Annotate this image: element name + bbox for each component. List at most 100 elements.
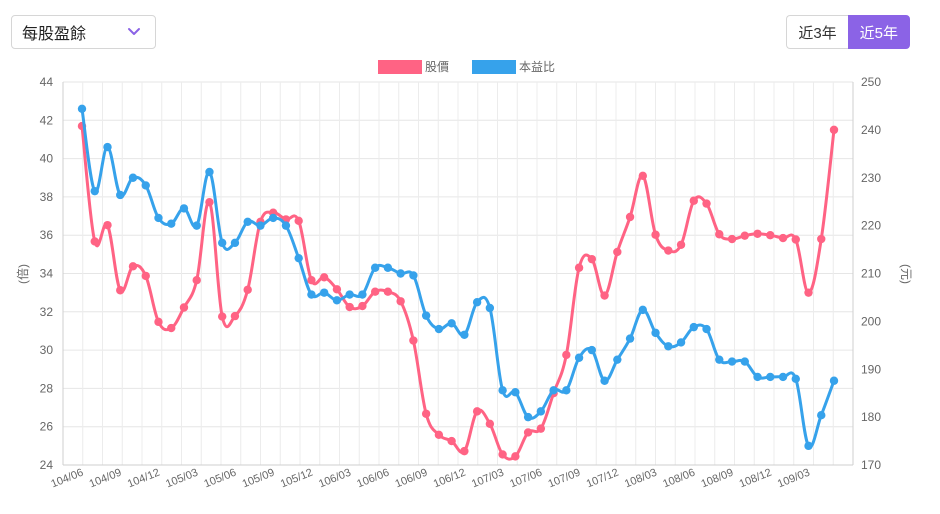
data-point-pe bbox=[294, 253, 303, 263]
data-point-price bbox=[727, 234, 737, 244]
right-tick-label: 250 bbox=[861, 75, 881, 89]
data-point-price bbox=[511, 452, 520, 461]
x-tick-label: 109/03 bbox=[776, 467, 812, 491]
data-point-pe bbox=[549, 386, 558, 395]
data-point-price bbox=[128, 262, 138, 271]
data-point-pe bbox=[511, 388, 520, 397]
right-tick-label: 220 bbox=[861, 219, 881, 233]
data-point-pe bbox=[268, 213, 278, 223]
data-point-pe bbox=[383, 263, 393, 272]
data-point-pe bbox=[256, 221, 265, 230]
data-point-price bbox=[766, 231, 775, 240]
right-tick-label: 180 bbox=[861, 410, 881, 424]
data-point-price bbox=[103, 220, 112, 230]
data-point-pe bbox=[766, 372, 775, 382]
data-point-pe bbox=[715, 355, 724, 364]
legend-label-pe: 本益比 bbox=[519, 60, 555, 74]
data-point-pe bbox=[587, 345, 597, 355]
data-point-pe bbox=[154, 213, 163, 223]
data-point-pe bbox=[727, 357, 737, 366]
data-point-pe bbox=[689, 322, 698, 332]
data-point-price bbox=[230, 311, 240, 321]
left-tick-label: 32 bbox=[40, 305, 54, 319]
data-point-price bbox=[358, 301, 367, 311]
range-5y-button[interactable]: 近5年 bbox=[847, 15, 910, 49]
x-tick-label: 105/06 bbox=[202, 467, 238, 491]
data-point-price bbox=[651, 230, 660, 239]
chevron-down-icon bbox=[128, 28, 140, 35]
data-point-pe bbox=[574, 353, 584, 362]
data-point-price bbox=[345, 302, 354, 312]
range-3y-button[interactable]: 近3年 bbox=[786, 15, 848, 49]
left-tick-label: 38 bbox=[40, 190, 54, 204]
data-point-pe bbox=[345, 290, 354, 299]
x-tick-label: 106/06 bbox=[355, 467, 391, 491]
data-point-price bbox=[829, 125, 839, 135]
x-tick-label: 105/03 bbox=[164, 467, 200, 491]
data-point-price bbox=[613, 247, 622, 257]
x-tick-label: 107/09 bbox=[547, 467, 583, 491]
metric-dropdown[interactable]: 每股盈餘 bbox=[11, 15, 156, 49]
right-axis-title: (元) bbox=[899, 264, 913, 284]
data-point-price bbox=[116, 286, 125, 295]
data-point-pe bbox=[103, 142, 112, 152]
data-point-price bbox=[409, 336, 418, 345]
data-point-price bbox=[370, 287, 380, 296]
data-point-pe bbox=[307, 290, 316, 299]
data-point-pe bbox=[523, 412, 533, 422]
right-tick-label: 200 bbox=[861, 314, 881, 328]
data-point-price bbox=[447, 436, 456, 446]
data-point-price bbox=[319, 273, 329, 282]
data-point-price bbox=[485, 419, 495, 429]
data-point-price bbox=[676, 240, 686, 249]
data-point-pe bbox=[434, 324, 444, 334]
x-tick-label: 108/03 bbox=[623, 467, 659, 491]
data-point-price bbox=[307, 276, 316, 285]
data-point-price bbox=[536, 424, 546, 433]
data-point-pe bbox=[804, 441, 813, 451]
data-point-price bbox=[243, 285, 252, 294]
x-tick-label: 107/12 bbox=[585, 467, 621, 491]
data-point-price bbox=[383, 287, 393, 296]
data-point-pe bbox=[230, 238, 240, 248]
data-point-pe bbox=[319, 288, 329, 297]
data-point-pe bbox=[396, 269, 405, 278]
left-tick-label: 42 bbox=[40, 113, 54, 127]
x-tick-label: 104/12 bbox=[126, 467, 162, 491]
left-tick-label: 34 bbox=[40, 267, 54, 281]
data-point-pe bbox=[817, 411, 826, 420]
x-tick-label: 106/03 bbox=[317, 467, 353, 491]
x-tick-label: 108/12 bbox=[738, 467, 774, 491]
data-point-pe bbox=[740, 357, 749, 366]
left-tick-label: 24 bbox=[40, 458, 54, 472]
data-point-pe bbox=[485, 303, 495, 313]
data-point-pe bbox=[205, 167, 214, 177]
data-point-price bbox=[396, 297, 405, 306]
x-tick-label: 108/06 bbox=[661, 467, 697, 491]
right-tick-label: 210 bbox=[861, 267, 881, 281]
data-point-pe bbox=[128, 173, 138, 182]
data-point-price bbox=[689, 196, 698, 205]
data-point-pe bbox=[141, 181, 150, 190]
data-point-pe bbox=[562, 386, 571, 395]
data-point-price bbox=[574, 263, 584, 272]
data-point-pe bbox=[179, 204, 189, 213]
data-point-pe bbox=[281, 221, 291, 230]
data-point-pe bbox=[638, 305, 648, 315]
left-tick-label: 30 bbox=[40, 343, 54, 357]
right-tick-label: 240 bbox=[861, 123, 881, 137]
data-point-pe bbox=[753, 372, 762, 382]
data-point-price bbox=[715, 230, 724, 239]
data-point-pe bbox=[778, 372, 788, 382]
left-tick-label: 40 bbox=[40, 152, 54, 166]
data-point-pe bbox=[409, 271, 418, 280]
x-tick-label: 105/09 bbox=[241, 467, 277, 491]
data-point-pe bbox=[243, 217, 252, 226]
metric-dropdown-label: 每股盈餘 bbox=[22, 26, 87, 43]
data-point-price bbox=[625, 212, 635, 222]
right-tick-label: 190 bbox=[861, 362, 881, 376]
data-point-price bbox=[817, 234, 826, 244]
data-point-pe bbox=[536, 407, 546, 416]
data-point-price bbox=[702, 199, 711, 208]
